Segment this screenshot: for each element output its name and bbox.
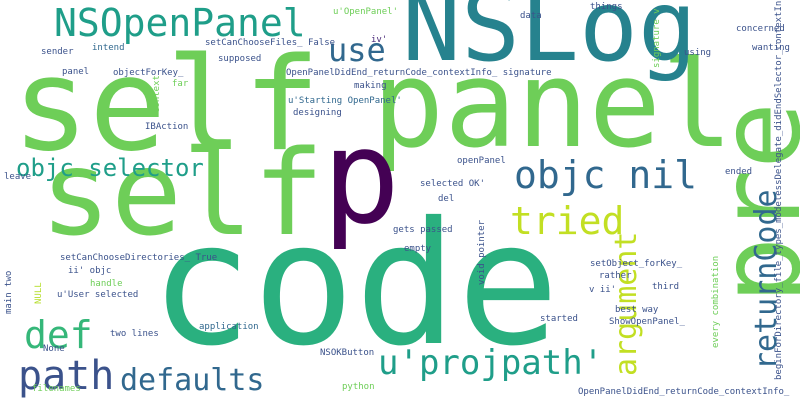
word-ibaction: IBAction	[145, 122, 189, 132]
word-beginfordirectory: beginForDirectory_file_types_modelessDel…	[774, 0, 784, 380]
word-context: context	[152, 75, 162, 113]
word-ended: ended	[725, 167, 753, 177]
word-handle: handle	[90, 279, 123, 289]
word-iv: iv'	[371, 35, 388, 45]
word-openpaneldidend-2: OpenPanelDidEnd_returnCode_contextInfo_	[578, 387, 790, 397]
word-things: things	[590, 2, 623, 12]
word-v-ii: v ii'	[589, 285, 617, 295]
word-far: far	[172, 79, 189, 89]
word-wanting: wanting	[752, 43, 790, 53]
word-void-pointer: void pointer	[477, 219, 487, 285]
word-uprojpath: u'projpath'	[378, 343, 604, 383]
word-tried: tried	[510, 199, 625, 243]
word-gets-passed: gets passed	[393, 225, 453, 235]
word-leave: leave	[4, 172, 32, 182]
word-panel-2: panel	[62, 67, 90, 77]
word-objectforkey: objectForKey_	[113, 68, 184, 78]
word-data: data	[520, 11, 542, 21]
word-two-lines: two lines	[110, 329, 159, 339]
word-ustarting-openpanel: u'Starting OpenPanel'	[288, 96, 402, 106]
word-every-combination: every combination	[711, 255, 721, 348]
word-using: using	[684, 48, 712, 58]
word-intend: intend	[92, 43, 125, 53]
word-rather: rather	[599, 271, 632, 281]
word-def: def	[24, 313, 93, 357]
word-started: started	[540, 314, 578, 324]
word-openpaneldidend-signature: OpenPanelDidEnd_returnCode_contextInfo_ …	[286, 68, 552, 78]
word-none: None	[43, 344, 65, 354]
word-signature-v: signature v	[652, 8, 662, 68]
word-empty: empty	[404, 244, 432, 254]
word-uopenpanel: u'OpenPanel'	[333, 7, 399, 17]
word-use: use	[328, 31, 386, 69]
word-ii-objc: ii' objc	[68, 266, 112, 276]
word-argument: argument	[609, 231, 644, 377]
word-setobject-forkey: setObject_forKey_	[590, 259, 683, 269]
word-objc-nil: objc nil	[514, 153, 698, 197]
word-uuser-selected: u'User selected	[57, 290, 139, 300]
word-path: path	[18, 353, 115, 399]
word-self-1: self	[12, 31, 321, 180]
word-setcanchoosedirectories-true: setCanChooseDirectories_ True	[60, 253, 218, 263]
word-null: NULL	[34, 282, 44, 304]
word-p: p	[322, 101, 401, 253]
word-filenames: filenames	[32, 384, 81, 394]
word-panel-1: panel	[372, 36, 734, 175]
word-setcanchoosefiles-false: setCanChooseFiles_ False	[205, 38, 336, 48]
word-designing: designing	[293, 108, 342, 118]
word-openpanel: openPanel	[457, 156, 506, 166]
word-python: python	[342, 382, 375, 392]
word-showopenpanel: ShowOpenPanel_	[609, 317, 685, 327]
word-making: making	[354, 81, 387, 91]
word-nsokbutton: NSOKButton	[320, 348, 375, 358]
word-nsopenpanel: NSOpenPanel	[54, 1, 306, 45]
word-best-way: best way	[615, 305, 659, 315]
word-nslog: NSLog	[402, 0, 698, 84]
word-selected-ok: selected OK'	[420, 179, 486, 189]
word-sender: sender	[41, 47, 74, 57]
word-del: del	[438, 194, 455, 204]
word-main-two: main two	[4, 270, 14, 314]
word-supposed: supposed	[218, 54, 262, 64]
word-application: application	[199, 322, 259, 332]
word-code: code	[150, 186, 560, 384]
word-concerned: concerned	[736, 24, 785, 34]
word-third: third	[652, 282, 680, 292]
word-defaults: defaults	[120, 363, 265, 398]
word-objc-selector: objc selector	[16, 154, 204, 182]
word-self-2: self	[40, 124, 325, 262]
